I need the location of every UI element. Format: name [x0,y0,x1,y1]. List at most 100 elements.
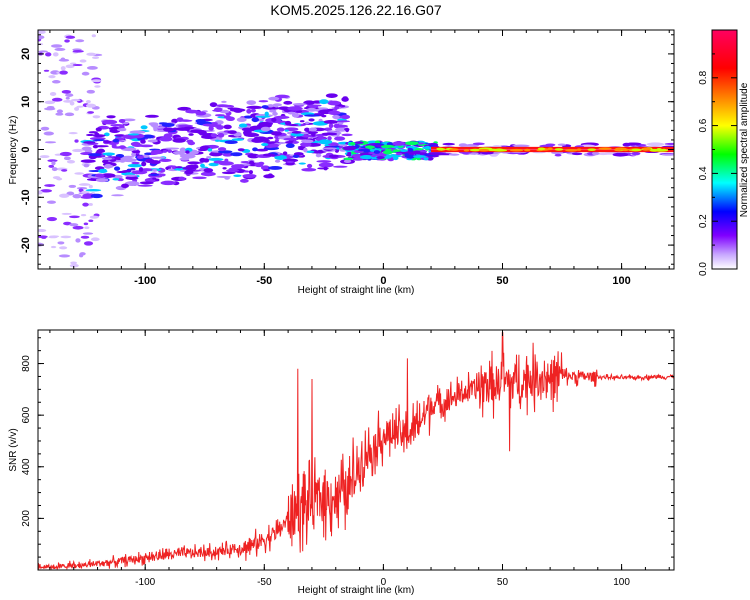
spectrogram-cell [108,127,114,130]
spectrogram-cell [318,162,334,168]
spectrogram-cell [296,110,303,113]
spectrogram-cell [111,194,124,197]
spectrogram-cell [317,167,329,170]
spectrogram-cell [260,126,271,132]
spectrogram-cell [82,202,89,207]
spectrogram-cell [392,141,405,146]
spectrogram-cell [102,119,118,125]
spectrogram-cell [304,127,310,132]
spectrogram-cell [63,100,73,103]
spectrogram-cell [395,152,403,156]
spectrogram-cell [327,136,332,141]
snr-x-tick-label: 100 [613,577,630,588]
spectrogram-cell [415,147,424,151]
spectrogram-cell [83,163,90,168]
spectrogram-cell [59,70,68,75]
spectrogram-cell [268,143,280,148]
spectrogram-cell [392,149,401,152]
spectrogram-cell [136,155,145,160]
spectrogram-cell [333,165,348,168]
spectrogram-cell [512,144,530,148]
spectrogram-cell [89,215,99,219]
spectrogram-cell [274,94,290,99]
spectrogram-cell [199,132,210,136]
spectrogram-cell [554,153,562,157]
spectrogram-cell [661,148,667,152]
spectrogram-cell [412,150,421,154]
spectrogram-cell [554,148,564,151]
spectrogram-cell [308,118,315,122]
spectrogram-cell [343,159,352,164]
spectrogram-cell [185,150,190,154]
spectrogram-cell [162,149,168,153]
spectrogram-cell [449,148,459,151]
spectrogram-cell [38,50,49,53]
spectrogram-cell [87,111,95,114]
spectrogram-cell [76,105,84,108]
spectrogram-cell [161,122,175,127]
spectrogram-cell [305,150,315,154]
snr-panel: -100 -50 0 50 100 200 400 600 800 Height of str… [8,329,675,596]
spectrogram-cell [664,142,674,145]
spectrogram-cell [319,99,329,105]
snr-x-tick-label: -100 [135,577,155,588]
spectrogram-cell [336,124,349,128]
spectrogram-cell [304,114,320,117]
spectrogram-cell [252,147,258,152]
spectrogram-cell [83,241,94,246]
spectrogram-cell [152,150,161,154]
spectrogram-cell [66,191,75,196]
spectrogram-cell [614,148,623,151]
colorbar-gradient [711,29,738,270]
spectrogram-cell [626,142,638,146]
spectrogram-cell [84,226,90,230]
spectrogram-cell [267,104,274,108]
spectrogram-cell [70,261,78,265]
spectrogram-cell [72,225,84,230]
spectrogram-cell [233,174,242,177]
spectrogram-cell [384,148,392,151]
spectrogram-cell [46,200,56,204]
spectrogram-cell [64,39,70,43]
spectrogram-cell [214,114,226,117]
spectrogram-cell [52,52,59,57]
spectrogram-cell [48,164,55,168]
spectrogram-cell [224,158,229,163]
spectrogram-cell [270,131,283,136]
spectrogram-cell [631,148,642,152]
spectrogram-cell [328,110,341,116]
spectrogram-cell [78,183,91,186]
spectrogram-cell [163,127,175,132]
spectrogram-cell [85,188,102,192]
spectrogram-cell [81,71,90,76]
spectrogram-cell [102,157,113,160]
spectrogram-cell [159,136,173,142]
spectrogram-cell [209,102,218,108]
spectrogram-y-label: Frequency (Hz) [8,116,19,185]
spectrogram-cell [86,52,97,56]
spectrogram-cell [436,148,446,151]
spectrogram-cell [158,173,166,177]
spectrogram-cell [131,161,140,165]
spectrogram-cell [271,117,277,123]
spectrogram-y-tick-label: -10 [20,189,32,205]
spectrogram-cell [79,59,87,63]
spectrogram-cell [59,193,70,198]
colorbar-tick-label: 0.0 [698,262,709,276]
spectrogram-cell [88,219,94,223]
spectrogram-cell [61,212,72,215]
spectrogram-cell [38,190,43,195]
spectrogram-cell [50,245,57,249]
spectrogram-cell [180,119,193,122]
spectrogram-cell [69,263,79,268]
spectrogram-cell [86,66,98,70]
spectrogram-cell [172,138,186,143]
spectrogram-cell [258,100,269,103]
spectrogram-cell [305,121,310,125]
spectrogram-x-label: Height of straight line (km) [298,285,415,296]
spectrogram-cell [167,149,173,153]
spectrogram-cell [60,235,72,239]
spectrogram-cell [100,173,116,179]
snr-y-tick-label: 800 [21,355,32,372]
